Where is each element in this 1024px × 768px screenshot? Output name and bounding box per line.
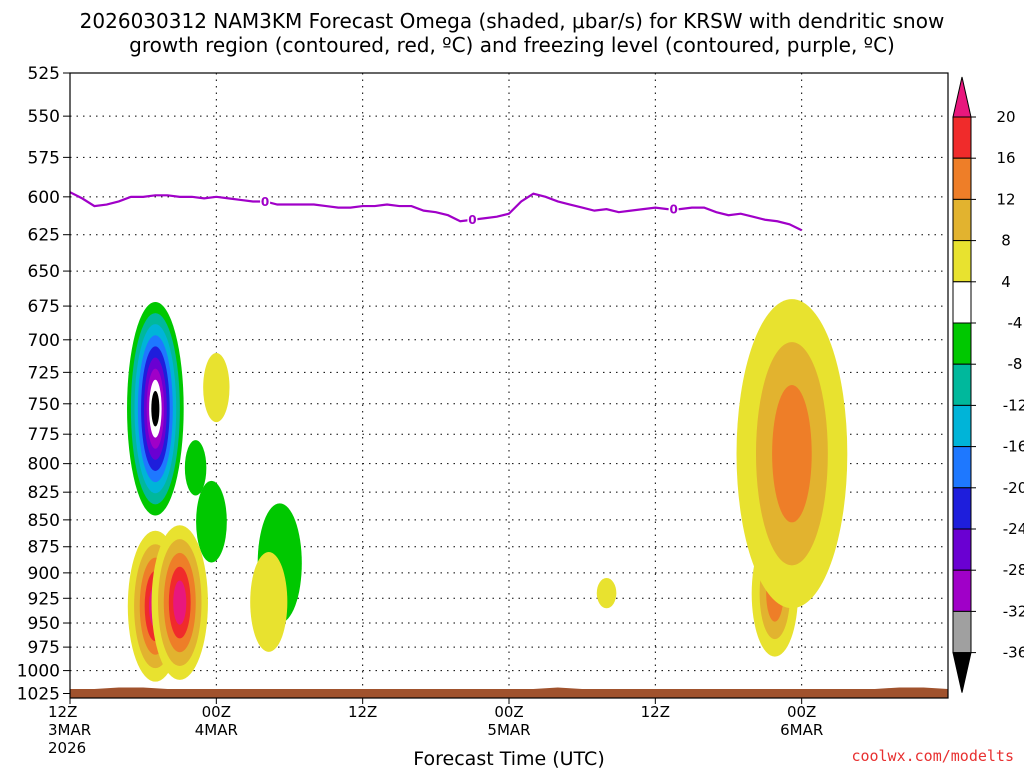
omega-band — [203, 352, 230, 423]
colorbar: 20 16 12 8 4 -4 -8 -12 -16 -20 -24 -28 -32 -36 — [952, 76, 1024, 693]
colorbar-bottom-arrow — [952, 652, 972, 693]
chart-title-line-1: 2026030312 NAM3KM Forecast Omega (shaded… — [80, 9, 945, 33]
y-tick-label: 950 — [28, 614, 60, 634]
x-tick-date: 4MAR — [195, 721, 238, 739]
omega-cell — [196, 480, 227, 563]
omega-band — [151, 390, 160, 427]
colorbar-swatch — [952, 240, 972, 283]
x-tick-date: 6MAR — [780, 721, 823, 739]
y-tick-label: 875 — [28, 538, 60, 558]
colorbar-label: -32 — [1003, 602, 1024, 620]
y-tick-label: 625 — [28, 226, 60, 246]
omega-band — [596, 578, 617, 609]
y-tick-label: 850 — [28, 511, 60, 531]
colorbar-label: -28 — [1003, 561, 1024, 579]
colorbar-swatch — [952, 157, 972, 200]
ground-layer — [70, 687, 948, 698]
y-tick-label: 725 — [28, 363, 60, 383]
y-tick-label: 1025 — [17, 684, 60, 704]
omega-cell — [151, 525, 208, 680]
y-tick-label: 925 — [28, 589, 60, 609]
colorbar-swatch — [952, 446, 972, 489]
y-tick-label: 900 — [28, 564, 60, 584]
colorbar-swatch — [952, 528, 972, 571]
colorbar-label: 4 — [1001, 273, 1011, 291]
colorbar-label: -12 — [1003, 396, 1024, 414]
omega-cell — [127, 301, 184, 516]
y-tick-label: 825 — [28, 483, 60, 503]
omega-band — [772, 385, 812, 523]
contour-label-bg — [467, 212, 478, 227]
x-tick-label: 00Z — [202, 703, 231, 721]
y-tick-label: 650 — [28, 262, 60, 282]
omega-band — [250, 552, 288, 652]
freezing-level-line — [69, 191, 803, 232]
y-tick-label: 550 — [28, 107, 60, 127]
colorbar-swatch — [952, 116, 972, 159]
colorbar-swatch — [952, 610, 972, 654]
y-tick-label: 700 — [28, 331, 60, 351]
freezing-contour-label: 0 — [468, 213, 476, 227]
colorbar-label: -36 — [1003, 644, 1024, 662]
colorbar-top-arrow — [952, 76, 972, 118]
omega-cell — [736, 299, 848, 609]
y-tick-label: 1000 — [17, 662, 60, 682]
y-tick-label: 675 — [28, 297, 60, 317]
omega-cell — [203, 352, 230, 423]
credit-text: coolwx.com/modelts — [851, 747, 1014, 765]
colorbar-label: 12 — [996, 190, 1015, 208]
omega-cell — [596, 578, 617, 609]
omega-cell — [184, 440, 207, 496]
omega-shading — [127, 299, 848, 682]
y-tick-label: 575 — [28, 148, 60, 168]
x-tick-label: 00Z — [494, 703, 523, 721]
y-tick-label: 800 — [28, 455, 60, 475]
y-tick-label: 750 — [28, 395, 60, 415]
omega-band — [196, 480, 227, 563]
x-axis-title: Forecast Time (UTC) — [413, 748, 604, 768]
y-tick-label: 525 — [28, 64, 60, 84]
colorbar-label: -20 — [1003, 479, 1024, 497]
colorbar-swatch — [952, 363, 972, 406]
colorbar-label: -16 — [1003, 438, 1024, 456]
x-tick-label: 12Z — [348, 703, 377, 721]
contour-label-bg — [668, 202, 679, 217]
omega-band — [184, 440, 207, 496]
colorbar-swatch — [952, 569, 972, 612]
colorbar-label: -4 — [1008, 314, 1023, 332]
y-axis-ticks: 525 550 575 600 625 650 675 700 725 750 775 800 825 8… — [17, 64, 70, 704]
omega-band — [173, 580, 187, 625]
colorbar-label: 20 — [996, 108, 1015, 126]
y-tick-label: 775 — [28, 425, 60, 445]
omega-cell — [250, 552, 288, 652]
y-tick-label: 975 — [28, 638, 60, 658]
freezing-contour-label: 0 — [261, 195, 269, 209]
ground-fill — [70, 687, 948, 698]
x-tick-label: 12Z — [48, 703, 77, 721]
colorbar-swatch — [952, 404, 972, 448]
x-tick-label: 00Z — [787, 703, 816, 721]
grid-lines — [70, 72, 948, 698]
x-tick-year: 2026 — [48, 739, 86, 757]
colorbar-label: -24 — [1003, 520, 1024, 538]
freezing-level-contour: 0 0 0 — [69, 191, 803, 232]
freezing-contour-label: 0 — [669, 203, 677, 217]
chart-title-line-2: growth region (contoured, red, ºC) and f… — [129, 33, 895, 57]
colorbar-swatch — [952, 198, 972, 242]
colorbar-label: 8 — [1001, 232, 1011, 250]
colorbar-label: -8 — [1008, 355, 1023, 373]
colorbar-swatch — [952, 487, 972, 530]
contour-label-bg — [260, 194, 271, 209]
x-tick-date: 3MAR — [48, 721, 91, 739]
x-tick-date: 5MAR — [487, 721, 530, 739]
colorbar-label: 16 — [996, 149, 1015, 167]
colorbar-swatch — [952, 322, 972, 365]
y-tick-label: 600 — [28, 188, 60, 208]
colorbar-swatch — [952, 281, 972, 324]
x-tick-label: 12Z — [641, 703, 670, 721]
